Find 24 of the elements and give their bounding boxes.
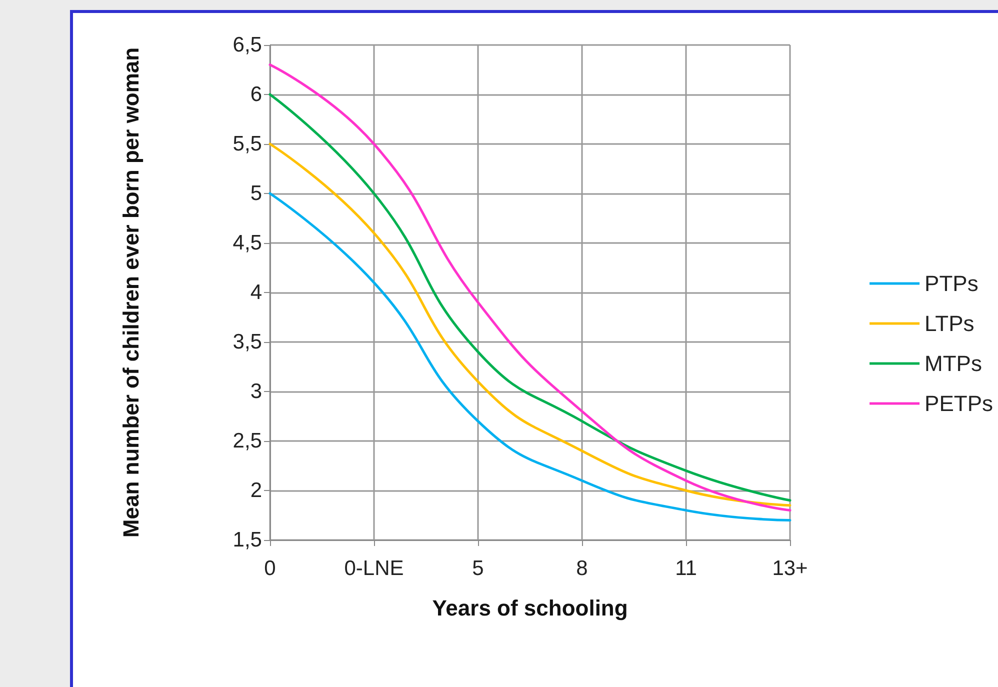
x-tick-label: 13+ (772, 557, 808, 580)
y-tick-label: 6,5 (232, 34, 262, 56)
y-tick-label: 5,5 (232, 132, 262, 156)
line-series (268, 192, 792, 522)
x-axis-title: Years of schooling (432, 596, 628, 620)
x-tick-label: 0-LNE (344, 557, 404, 580)
x-tick-label: 8 (576, 557, 588, 580)
y-axis-title: Mean number of children ever born per woman (118, 47, 144, 538)
legend-label: LTPs (924, 311, 974, 336)
x-tick-label: 5 (472, 557, 484, 580)
y-tick-label: 2,5 (232, 430, 262, 452)
y-tick-label: 6 (250, 83, 262, 106)
y-tick-label: 1,5 (232, 528, 262, 552)
y-tick-label: 5 (250, 182, 262, 205)
x-tick-label: 0 (264, 557, 276, 580)
y-tick-label: 4,5 (232, 232, 262, 254)
legend-label: PTPs (924, 271, 978, 296)
y-tick-label: 2 (250, 479, 262, 502)
x-tick-label: 11 (675, 557, 697, 580)
y-tick-label: 3 (250, 380, 262, 403)
y-tick-label: 4 (250, 281, 262, 304)
legend-label: MTPs (924, 351, 982, 376)
legend-label: PETPs (924, 391, 994, 416)
y-tick-label: 3,5 (232, 330, 262, 354)
